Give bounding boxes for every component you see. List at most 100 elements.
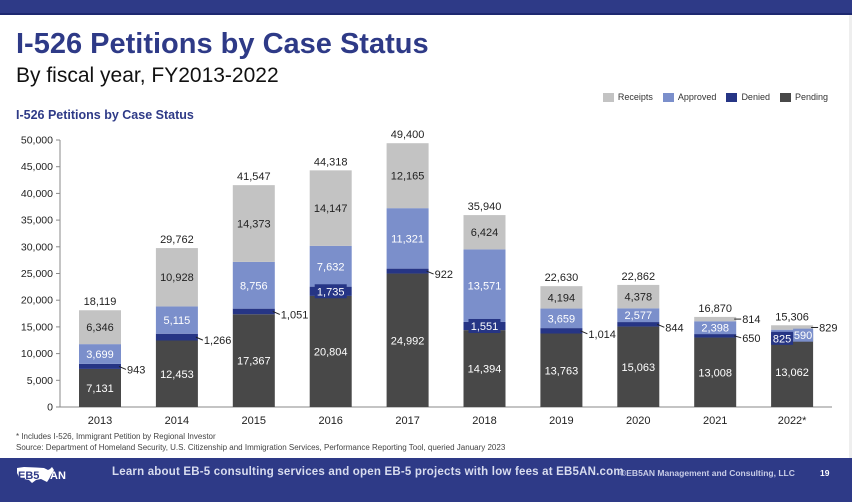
bar-segment-pending [155,340,198,407]
y-tick-label: 15,000 [21,321,53,333]
x-tick-label: 2016 [318,415,342,427]
bar-segment-approved [694,321,737,335]
x-tick-label: 2018 [472,415,496,427]
y-tick-label: 40,000 [21,188,53,200]
bar-segment-pending [617,326,660,407]
segment-label-approved: 2,398 [701,323,729,335]
top-banner [0,0,852,15]
total-label: 49,400 [391,129,425,141]
eb5an-logo[interactable]: EB5 AN [14,464,74,486]
bar-segment-pending [694,337,737,407]
total-label: 15,306 [775,311,809,323]
bar-segment-approved [540,308,583,329]
chart-legend: Receipts Approved Denied Pending [593,92,828,102]
leader-line [580,330,588,335]
total-label: 29,762 [160,234,194,246]
y-tick-label: 30,000 [21,241,53,253]
segment-label-approved: 5,115 [164,315,191,327]
bar-segment-receipts [463,215,506,250]
total-label: 16,870 [698,303,732,315]
legend-swatch-approved [662,92,674,102]
legend-swatch-pending [779,92,791,102]
y-tick-label: 10,000 [21,348,53,360]
bar-segment-receipts [540,286,583,309]
bar-segment-receipts [155,248,198,307]
footer-copyright: ©EB5AN Management and Consulting, LLC [620,468,795,478]
label-box-denied [314,284,347,299]
page-title: I-526 Petitions by Case Status [16,28,429,60]
segment-label-receipts: 6,346 [86,322,114,334]
segment-label-denied: 943 [127,364,145,376]
segment-label-denied: 844 [665,322,683,334]
bar-segment-denied [155,333,198,341]
stacked-bar-chart: 0 5,000 10,000 15,000 20,000 25,000 30,000 35,0… [21,129,838,427]
x-tick-label: 2013 [88,415,112,427]
segment-label-receipts: 829 [819,322,837,334]
leader-line [657,323,665,328]
chart-heading: I-526 Petitions by Case Status [16,108,194,122]
footer-cta-link[interactable]: Learn about EB-5 consulting services and… [112,466,624,478]
bar-segment-approved [463,249,506,322]
segment-label-denied: 1,014 [588,329,616,341]
bar-segment-approved [309,245,352,287]
bar-segment-approved [79,344,121,364]
segment-label-approved: 11,321 [391,233,424,245]
usa-map-icon [17,467,54,483]
legend-label-receipts: Receipts [617,92,653,102]
leader-line [734,335,742,339]
segment-label-pending: 20,804 [314,346,348,358]
segment-label-pending: 17,367 [237,356,271,368]
segment-label-receipts: 14,147 [314,203,348,215]
bar-segment-receipts [79,310,121,345]
label-box-approved [793,328,814,342]
legend-label-pending: Pending [794,92,828,102]
footer-banner: EB5 AN Learn about EB-5 consulting servi… [0,458,852,502]
legend-item-pending: Pending [779,92,828,102]
page-number: 19 [820,468,830,478]
total-label: 41,547 [237,171,271,183]
x-tick-label: 2021 [703,415,727,427]
segment-label-receipts: 814 [742,314,760,326]
bar-segment-pending [771,337,814,407]
segment-label-receipts: 6,424 [471,227,499,239]
leader-line [272,310,280,315]
label-box-denied [468,318,501,333]
slide-edge [849,15,852,458]
logo-text-an: AN [50,470,66,482]
bar-segment-approved [232,261,275,309]
bar-segment-pending [540,333,583,407]
legend-item-receipts: Receipts [602,92,653,102]
segment-label-approved: 3,699 [86,349,114,361]
segment-label-receipts: 4,194 [548,292,576,304]
bar-segment-denied [694,334,737,338]
page-subtitle: By fiscal year, FY2013-2022 [16,64,279,87]
bar-segment-receipts [694,316,737,322]
leader-line [195,336,204,341]
legend-swatch-denied [726,92,738,102]
label-box-denied [771,331,794,345]
segment-label-approved: 13,571 [468,281,502,293]
bar-segment-approved [771,329,814,333]
logo-text: EB5 [18,470,39,482]
total-label: 22,862 [621,271,655,283]
bar-segment-receipts [771,325,814,330]
bar-segment-denied [232,308,275,315]
segment-label-denied: 825 [773,333,791,345]
y-tick-label: 0 [47,402,53,414]
y-tick-label: 5,000 [27,375,53,387]
segment-label-denied: 1,735 [317,286,345,298]
segment-label-denied: 1,266 [204,335,232,347]
segment-label-pending: 12,453 [160,369,194,381]
segment-label-pending: 13,763 [545,365,579,377]
y-tick-label: 20,000 [21,295,53,307]
legend-swatch-receipts [602,92,614,102]
bar-segment-pending [79,368,121,407]
x-tick-label: 2017 [395,415,419,427]
segment-label-approved: 590 [794,330,812,342]
total-label: 35,940 [468,201,502,213]
legend-item-approved: Approved [662,92,716,102]
segment-label-pending: 24,992 [391,335,425,347]
leader-line [426,270,434,275]
y-tick-label: 45,000 [21,161,53,173]
legend-item-denied: Denied [726,92,770,102]
